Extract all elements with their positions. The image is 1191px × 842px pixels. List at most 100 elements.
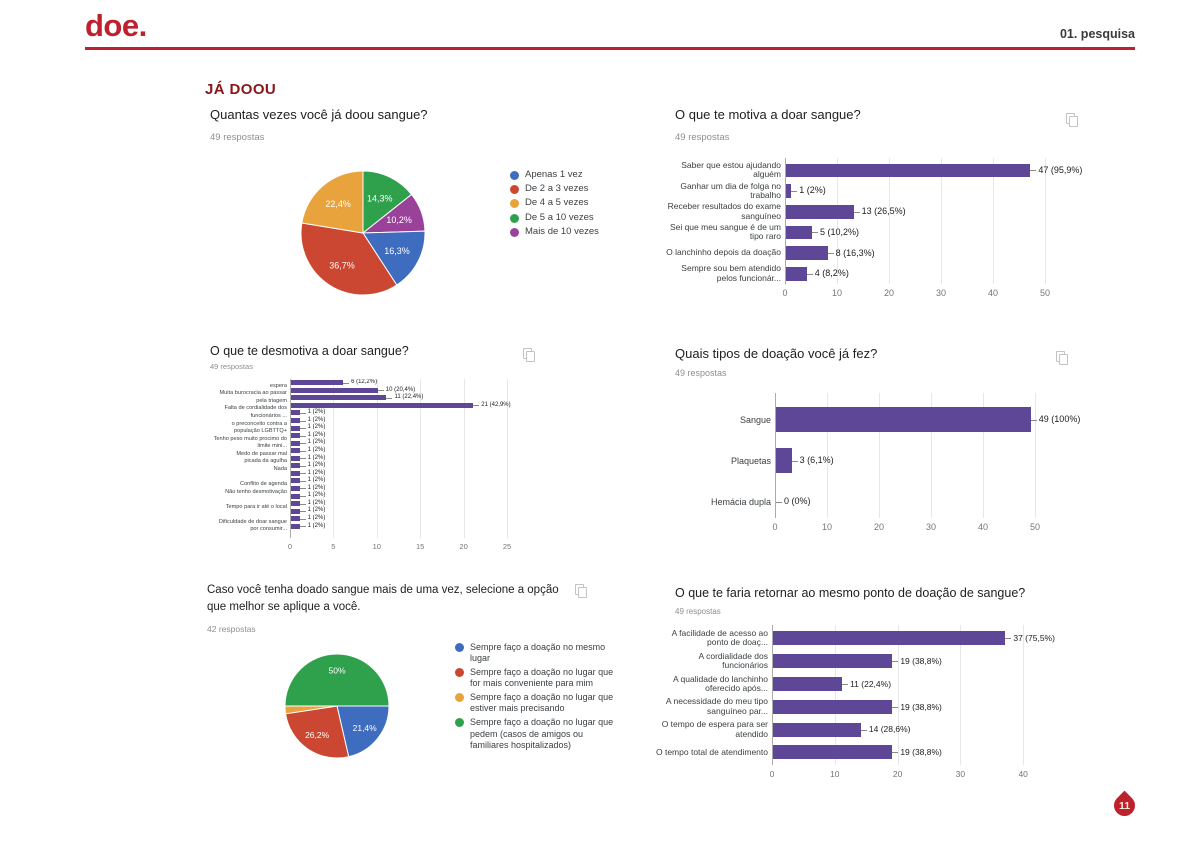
value-connector xyxy=(343,382,350,384)
x-tick-label: 5 xyxy=(331,542,336,551)
chart2-title: O que te motiva a doar sangue? xyxy=(675,107,861,122)
bar xyxy=(786,225,812,240)
category-label: pela triagem xyxy=(256,397,287,404)
bar xyxy=(773,631,1006,646)
legend-label: De 5 a 10 vezes xyxy=(525,211,594,223)
chart4-title: Quais tipos de doação você já fez? xyxy=(675,346,878,361)
chart3-title: O que te desmotiva a doar sangue? xyxy=(210,344,409,358)
category-label: Muita burocracia ao passar xyxy=(219,390,287,397)
category-label: Muita demora na fila de xyxy=(180,379,287,382)
legend-item: Sempre faço a doação no mesmo lugar xyxy=(455,642,635,665)
bar xyxy=(291,402,474,408)
value-connector xyxy=(791,460,798,462)
value-connector xyxy=(1030,170,1037,172)
copy-icon[interactable] xyxy=(523,348,535,362)
value-label: 1 (2%) xyxy=(307,469,326,476)
category-label: o preconceito contra a xyxy=(231,420,287,427)
bar xyxy=(773,654,893,669)
value-connector xyxy=(853,211,860,213)
category-label: Conflito de agenda xyxy=(240,480,287,487)
value-label: 1 (2%) xyxy=(307,484,326,491)
pie-slice-label: 22,4% xyxy=(325,199,351,209)
bar xyxy=(291,433,300,439)
gridline xyxy=(376,379,378,538)
pie-slice-label: 26,2% xyxy=(305,730,330,740)
x-tick-label: 20 xyxy=(459,542,468,551)
axis-line xyxy=(785,158,786,284)
gridline xyxy=(463,379,465,538)
category-label: Tempo para ir até o local xyxy=(225,503,287,510)
value-label: 19 (38,8%) xyxy=(900,747,942,758)
legend-item: De 4 a 5 vezes xyxy=(510,198,660,209)
legend-dot xyxy=(510,171,519,180)
value-connector xyxy=(299,435,306,437)
x-tick-label: 10 xyxy=(830,769,840,779)
legend-label: Apenas 1 vez xyxy=(525,169,583,180)
value-connector xyxy=(299,480,306,482)
x-tick-label: 30 xyxy=(955,769,966,779)
legend-item: De 5 a 10 vezes xyxy=(510,211,660,223)
pie-slice-label: 10,2% xyxy=(386,215,412,225)
category-label: Medo de passar mal xyxy=(236,450,287,457)
value-connector xyxy=(377,390,384,392)
gridline xyxy=(420,379,422,538)
category-label: A facilidade de acesso ao ponto de doaç..… xyxy=(671,627,768,648)
bar-chart-tipos: 0 10 20 30 40 50 Sangue 49 (100%) Plaquetas 3 (6,… xyxy=(655,390,1090,535)
copy-icon-front xyxy=(526,351,535,362)
bar xyxy=(291,395,387,401)
copy-icon[interactable] xyxy=(1066,113,1078,127)
x-tick-label: 40 xyxy=(987,288,998,298)
category-label: Dificuldade de doar sangue xyxy=(218,518,287,525)
value-label: 1 (2%) xyxy=(799,185,826,196)
category-label: funcionários ... xyxy=(250,413,287,420)
chart1-title: Quantas vezes você já doou sangue? xyxy=(210,107,428,122)
legend-item: Sempre faço a doação no lugar que estiver… xyxy=(455,692,635,715)
value-label: 19 (38,8%) xyxy=(900,655,942,666)
category-label: limite mini... xyxy=(257,443,287,450)
chart3-responses: 49 respostas xyxy=(210,362,253,371)
value-connector xyxy=(299,420,306,422)
chart6-responses: 49 respostas xyxy=(675,607,721,616)
page-number-drop-icon: 11 xyxy=(1109,790,1140,821)
pie-slice xyxy=(301,170,364,234)
value-connector xyxy=(299,488,306,490)
value-connector xyxy=(892,661,899,663)
value-connector xyxy=(812,232,818,234)
category-label: Hemácia dupla xyxy=(710,496,771,507)
value-label: 11 (22,4%) xyxy=(394,394,424,401)
x-tick-label: 30 xyxy=(935,288,946,298)
value-label: 13 (26,5%) xyxy=(861,206,906,217)
copy-icon[interactable] xyxy=(1056,351,1068,365)
bar xyxy=(291,478,300,484)
value-connector xyxy=(776,501,782,503)
gridline xyxy=(1035,393,1036,518)
legend-dot xyxy=(510,185,519,195)
pie-slice xyxy=(336,705,390,758)
value-connector xyxy=(299,458,306,460)
value-connector xyxy=(299,428,306,430)
value-label: 1 (2%) xyxy=(307,507,326,514)
value-connector xyxy=(791,191,798,193)
gridline xyxy=(960,625,962,765)
x-tick-label: 40 xyxy=(1018,769,1028,779)
category-label: Ganhar um dia de folga no trabalho xyxy=(680,180,781,201)
logo: doe. xyxy=(85,8,147,43)
legend-label: Sempre faço a doação no lugar que pedem (… xyxy=(470,717,614,750)
bar xyxy=(291,463,300,469)
category-label: A necessidade do meu tipo sanguíneo par..… xyxy=(665,696,768,716)
gridline xyxy=(507,379,508,538)
bar-chart-desmotiva: Muita demora na fila de 6 (12,2%) espera 10… xyxy=(180,375,580,555)
value-label: 1 (2%) xyxy=(307,439,326,446)
value-connector xyxy=(299,450,306,452)
pie-chart-doou: 14,3% 10,2% 16,3% 36,7% 22,4% xyxy=(300,170,426,296)
gridline xyxy=(827,393,828,518)
gridline xyxy=(897,625,899,765)
bar xyxy=(776,448,792,473)
pie-slice xyxy=(362,230,426,286)
copy-icon[interactable] xyxy=(575,584,587,598)
gridline xyxy=(834,625,836,765)
gridline xyxy=(993,158,994,284)
category-label: Falta de cordialidade dos xyxy=(224,405,287,412)
value-label: 1 (2%) xyxy=(307,499,326,506)
